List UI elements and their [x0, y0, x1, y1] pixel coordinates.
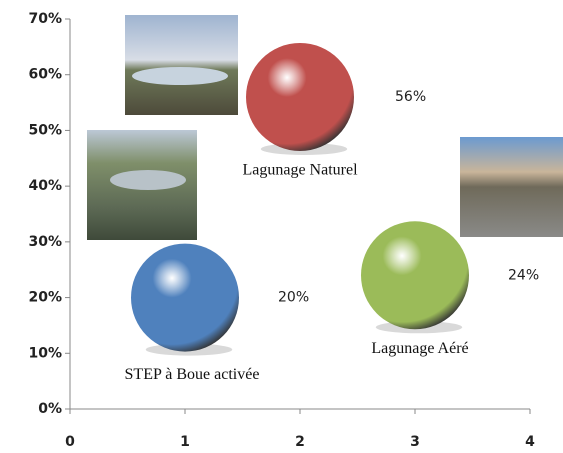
photo-water — [110, 170, 186, 190]
bubble — [246, 43, 354, 151]
bubble — [361, 221, 469, 330]
x-tick-label: 0 — [65, 434, 75, 450]
x-tick-label: 2 — [295, 434, 305, 450]
photos — [87, 15, 563, 240]
bubble-name: Lagunage Aéré — [371, 340, 468, 357]
y-tick-label: 30% — [28, 234, 62, 250]
x-tick-label: 3 — [410, 434, 420, 450]
bubble-name: Lagunage Naturel — [242, 162, 358, 179]
value-label: 24% — [508, 267, 539, 283]
y-tick-label: 60% — [28, 67, 62, 83]
y-tick-label: 10% — [28, 345, 62, 361]
value-label: 20% — [278, 290, 309, 306]
bubble — [131, 243, 239, 352]
photo-water — [132, 67, 228, 85]
y-tick-label: 70% — [28, 11, 62, 27]
bubble-name: STEP à Boue activée — [125, 366, 260, 383]
x-tick-label: 4 — [525, 434, 535, 450]
photo — [460, 137, 563, 237]
y-tick-label: 0% — [38, 401, 62, 417]
x-tick-label: 1 — [180, 434, 190, 450]
y-tick-label: 20% — [28, 290, 62, 306]
photo — [125, 15, 238, 115]
y-tick-label: 50% — [28, 122, 62, 138]
y-tick-label: 40% — [28, 178, 62, 194]
value-label: 56% — [395, 89, 426, 105]
